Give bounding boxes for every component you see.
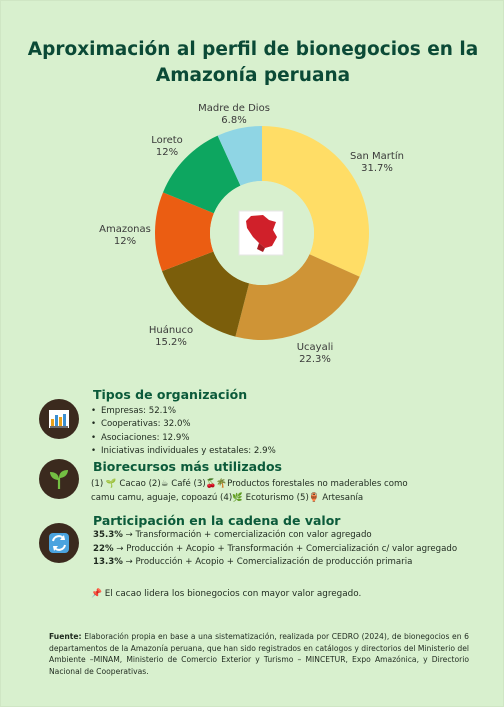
- donut-slice-loreto: [163, 135, 241, 214]
- slice-value-label: 12%: [156, 147, 178, 158]
- org-list: Empresas: 52.1% Cooperativas: 32.0% Asoc…: [91, 405, 276, 459]
- list-item: Empresas: 52.1%: [91, 405, 276, 419]
- donut-slice-madre-de-dios: [217, 126, 262, 186]
- slice-value-label: 31.7%: [361, 163, 393, 174]
- factory-icon: [39, 399, 79, 439]
- bio-line-2: camu camu, aguaje, copoazú (4)🌿 Ecoturis…: [91, 492, 364, 503]
- list-item: Iniciativas individuales y estatales: 2.…: [91, 445, 276, 459]
- chain-heading: Participación en la cadena de valor: [93, 513, 341, 528]
- slice-category-label: San Martín: [350, 150, 404, 162]
- chain-row: 22% → Producción + Acopio + Transformaci…: [93, 543, 458, 554]
- org-heading: Tipos de organización: [93, 387, 248, 402]
- bio-section: Biorecursos más utilizados (1) 🌱 Cacao (…: [39, 459, 491, 511]
- slice-category-label: Amazonas: [99, 224, 151, 235]
- cycle-arrows-icon: [39, 523, 79, 563]
- donut-slice-huánuco: [162, 251, 250, 337]
- org-section: Tipos de organización Empresas: 52.1% Co…: [39, 387, 489, 459]
- source-note: Fuente: Elaboración propia en base a una…: [49, 631, 469, 677]
- slice-value-label: 12%: [114, 236, 136, 247]
- chain-row: 13.3% → Producción + Acopio + Comerciali…: [93, 557, 413, 568]
- donut-slice-amazonas: [155, 192, 214, 272]
- donut-slice-ucayali: [235, 254, 360, 340]
- slice-category-label: Madre de Dios: [198, 103, 270, 114]
- chain-text: 35.3% → Transformación + comercializació…: [93, 529, 493, 570]
- slice-value-label: 6.8%: [221, 115, 246, 126]
- bio-text: (1) 🌱 Cacao (2)☕ Café (3)🍒🌴Productos for…: [91, 478, 491, 505]
- donut-slices: [155, 126, 369, 340]
- slice-value-label: 22.3%: [299, 354, 331, 365]
- page-title: Aproximación al perfil de bionegocios en…: [21, 37, 485, 89]
- highlight-note: 📌 El cacao lidera los bionegocios con ma…: [91, 589, 362, 599]
- donut-slice-san-martín: [262, 126, 369, 277]
- peru-map-icon: [238, 210, 284, 256]
- source-text: Elaboración propia en base a una sistema…: [49, 632, 469, 676]
- title-line-1: Aproximación al perfil de bionegocios en…: [27, 39, 479, 60]
- slice-category-label: Loreto: [151, 135, 183, 146]
- title-line-2: Amazonía peruana: [155, 65, 351, 86]
- chain-section: Participación en la cadena de valor 35.3…: [39, 513, 489, 573]
- slice-category-label: Huánuco: [149, 324, 193, 336]
- slice-value-label: 15.2%: [155, 337, 187, 348]
- slice-category-label: Ucayali: [297, 342, 334, 353]
- list-item: Asociaciones: 12.9%: [91, 432, 276, 446]
- bio-heading: Biorecursos más utilizados: [93, 459, 283, 474]
- sprout-icon: [39, 459, 79, 499]
- source-label: Fuente:: [49, 632, 82, 641]
- list-item: Cooperativas: 32.0%: [91, 418, 276, 432]
- chain-row: 35.3% → Transformación + comercializació…: [93, 530, 372, 540]
- bio-line-1: (1) 🌱 Cacao (2)☕ Café (3)🍒🌴Productos for…: [91, 479, 408, 489]
